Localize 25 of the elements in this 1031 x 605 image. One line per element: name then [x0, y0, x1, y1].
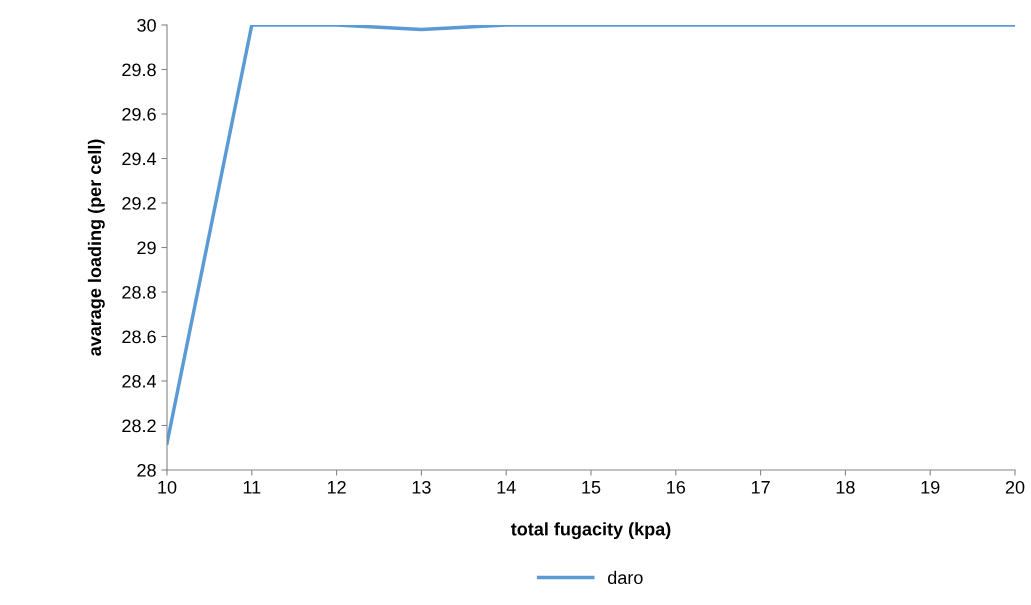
x-tick-label: 18 [836, 480, 855, 494]
y-tick-label: 29.8 [122, 63, 156, 77]
y-tick-label: 28.2 [122, 419, 156, 433]
x-tick-label: 17 [751, 481, 770, 494]
x-tick-label: 15 [582, 481, 601, 494]
x-tick-label: 11 [243, 481, 261, 494]
y-tick-label: 29.2 [122, 196, 156, 210]
y-tick-label: 28 [137, 463, 156, 477]
x-tick-label: 14 [497, 481, 516, 494]
y-tick-label: 30 [137, 18, 156, 32]
x-tick-label: 19 [921, 480, 940, 494]
x-axis-title: total fugacity (kpa) [510, 522, 671, 540]
y-tick-label: 29.4 [122, 152, 157, 166]
y-tick-label: 29.6 [122, 107, 156, 121]
y-tick-label: 28.4 [122, 374, 157, 388]
legend-label: daro [608, 570, 643, 585]
x-tick-label: 12 [327, 480, 346, 494]
x-tick-label: 13 [412, 480, 431, 494]
y-tick-label: 28.6 [122, 330, 156, 344]
x-tick-label: 10 [158, 480, 177, 494]
x-tick-label: 16 [667, 480, 686, 494]
y-tick-label: 29 [137, 241, 156, 255]
y-axis-title: avarage loading (per cell) [87, 139, 105, 356]
x-tick-label: 20 [1005, 480, 1025, 494]
y-tick-label: 28.8 [122, 285, 156, 299]
